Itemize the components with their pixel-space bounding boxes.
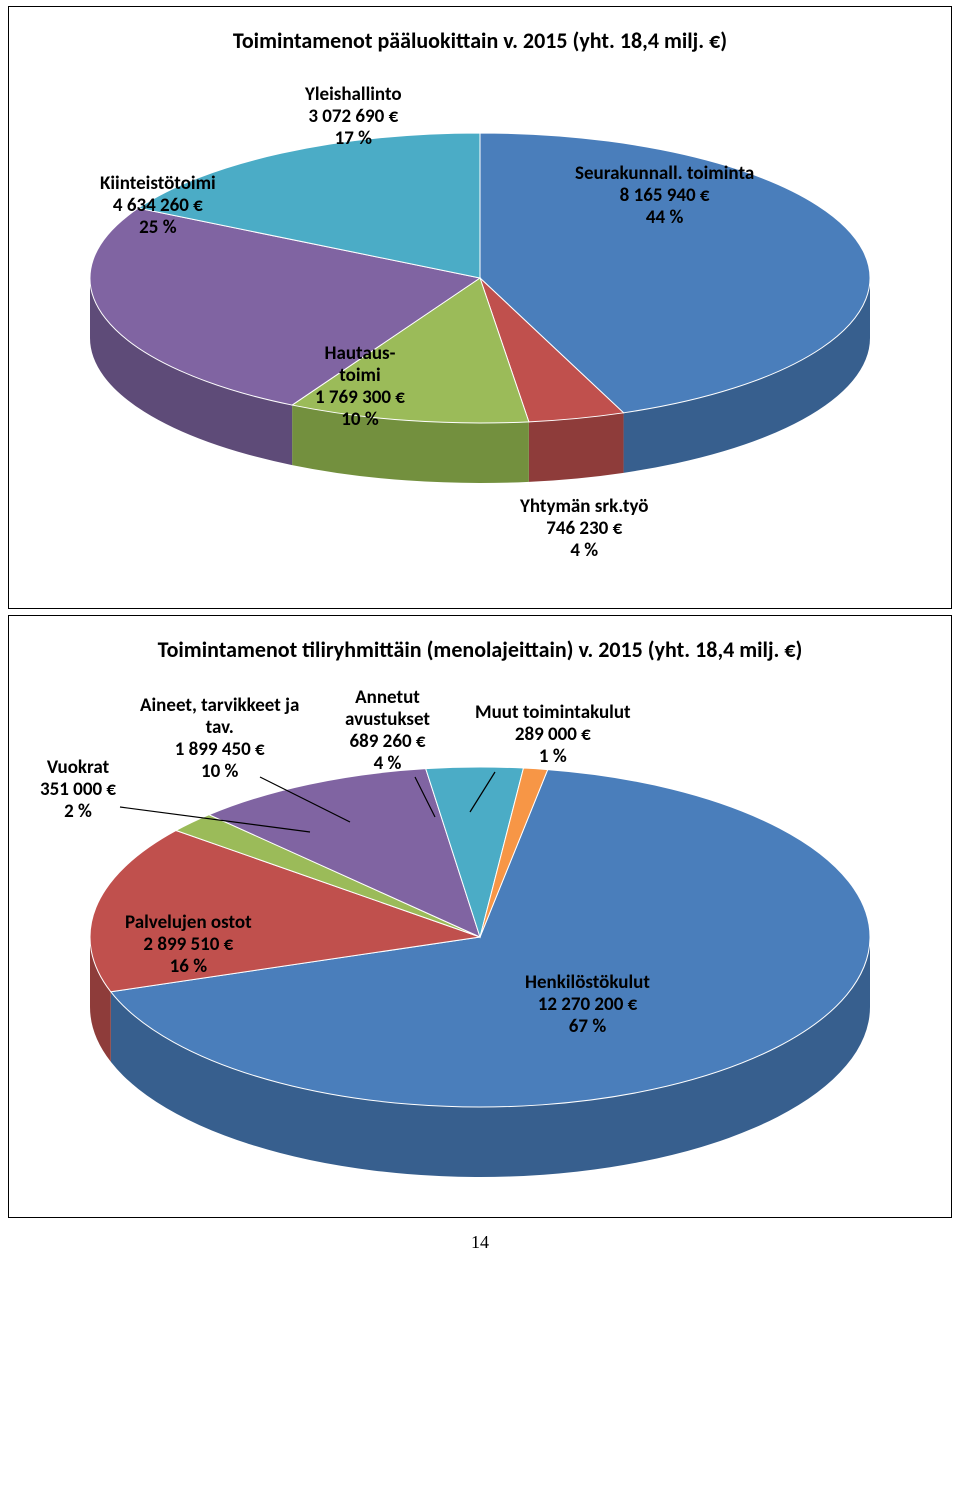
chart1-label-kiinteisto: Kiinteistötoimi4 634 260 €25 % bbox=[100, 173, 216, 239]
chart1-label-yhtyman: Yhtymän srk.työ746 230 €4 % bbox=[520, 496, 648, 562]
chart2-label-muut: Muut toimintakulut289 000 €1 % bbox=[475, 702, 631, 768]
chart2-label-aineet: Aineet, tarvikkeet jatav.1 899 450 €10 % bbox=[140, 695, 299, 782]
chart2-area: Annetutavustukset689 260 €4 % Muut toimi… bbox=[20, 677, 940, 1197]
chart2-label-henkilosto: Henkilöstökulut12 270 200 €67 % bbox=[525, 972, 650, 1038]
chart1-title: Toimintamenot pääluokittain v. 2015 (yht… bbox=[29, 27, 931, 54]
page-number: 14 bbox=[0, 1232, 960, 1253]
chart1-label-yleishallinto: Yleishallinto3 072 690 €17 % bbox=[305, 84, 402, 150]
chart2-title: Toimintamenot tiliryhmittäin (menolajeit… bbox=[29, 636, 931, 663]
chart1-svg bbox=[20, 68, 940, 588]
chart1-label-hautaustoimi: Hautaus-toimi1 769 300 €10 % bbox=[315, 343, 405, 430]
chart2-label-vuokrat: Vuokrat351 000 €2 % bbox=[40, 757, 116, 823]
chart1-area: Yleishallinto3 072 690 €17 % Seurakunnal… bbox=[20, 68, 940, 588]
chart1-card: Toimintamenot pääluokittain v. 2015 (yht… bbox=[8, 6, 952, 609]
chart2-label-avustukset: Annetutavustukset689 260 €4 % bbox=[345, 687, 430, 774]
chart2-card: Toimintamenot tiliryhmittäin (menolajeit… bbox=[8, 615, 952, 1218]
page: Toimintamenot pääluokittain v. 2015 (yht… bbox=[0, 6, 960, 1253]
chart1-label-seurakunnall: Seurakunnall. toiminta8 165 940 €44 % bbox=[575, 163, 754, 229]
chart2-label-palvelut: Palvelujen ostot2 899 510 €16 % bbox=[125, 912, 252, 978]
